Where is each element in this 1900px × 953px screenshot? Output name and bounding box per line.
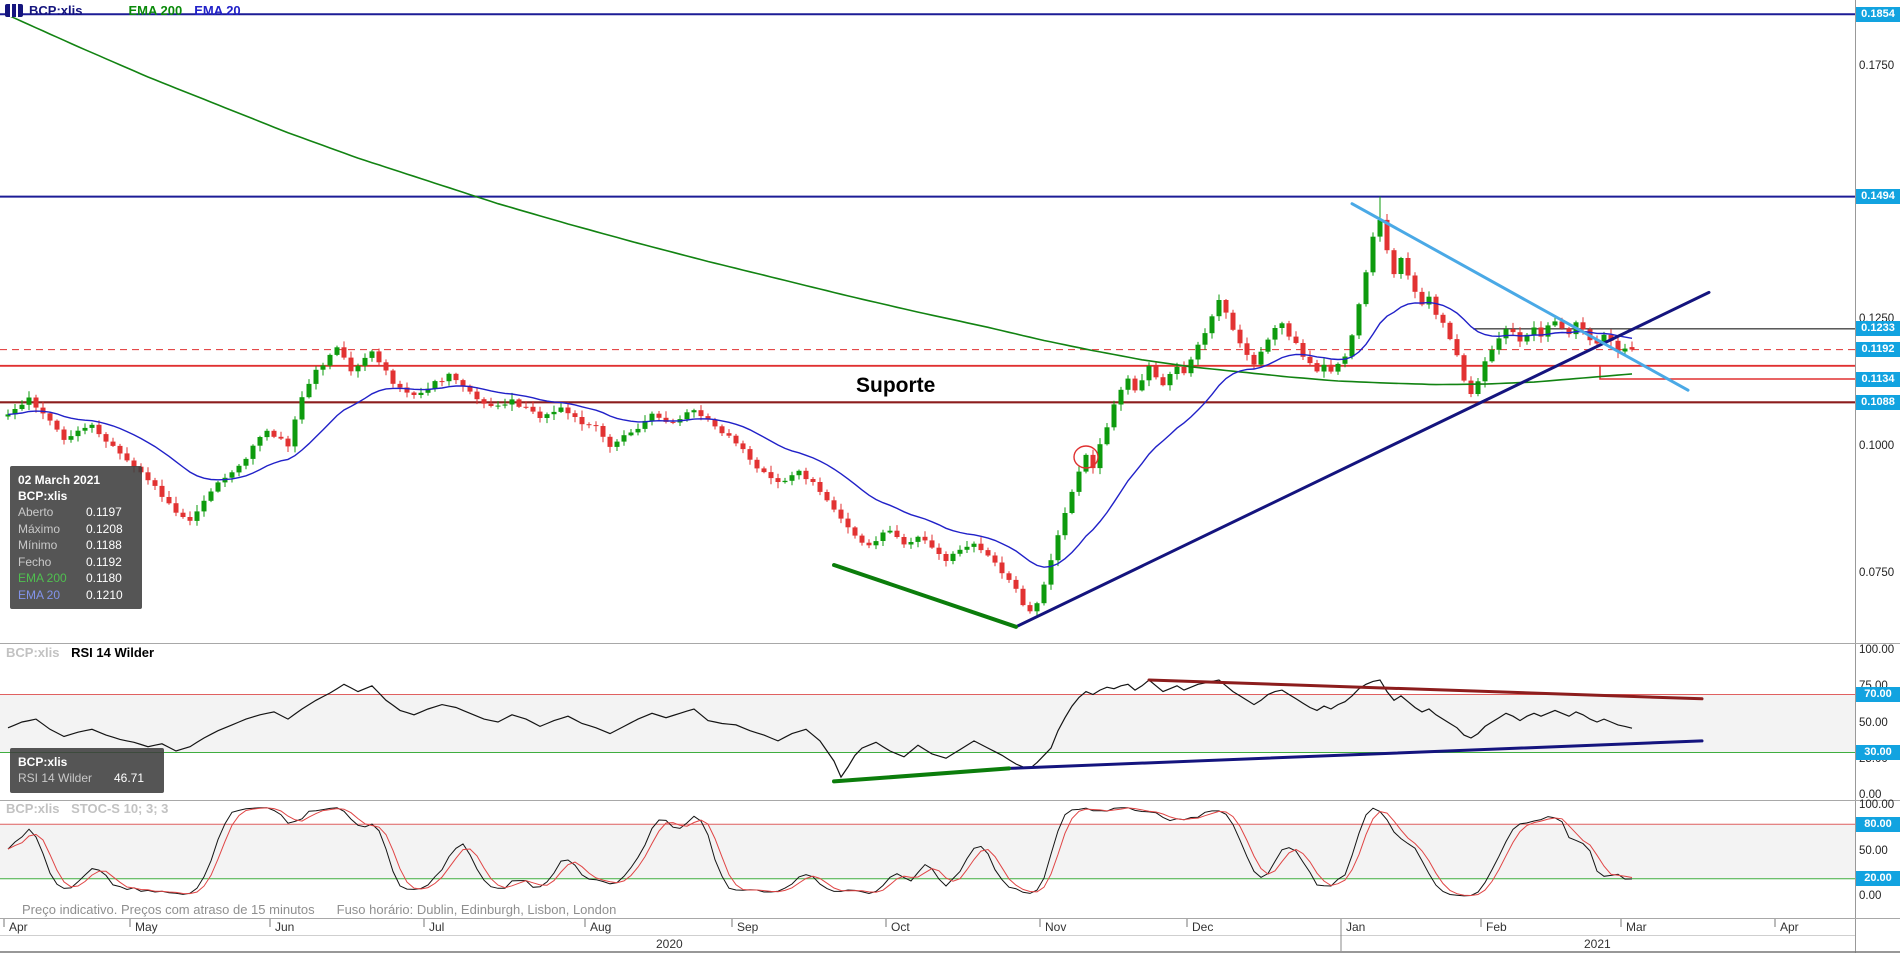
stoch-axis-label: 50.00 bbox=[1859, 844, 1888, 857]
tooltip-row-low: Mínimo 0.1188 bbox=[18, 537, 134, 554]
rsi-tooltip-row: RSI 14 Wilder 46.71 bbox=[18, 770, 156, 787]
rsi-tooltip-label: RSI 14 Wilder bbox=[18, 771, 93, 785]
price-axis-label: 0.1750 bbox=[1859, 59, 1895, 72]
rsi-axis-label: 100.00 bbox=[1859, 644, 1895, 656]
rsi-level-badge: 70.00 bbox=[1856, 687, 1900, 702]
stoch-axis-label: 100.00 bbox=[1859, 799, 1895, 811]
legend-ema20[interactable]: EMA 20 bbox=[194, 3, 241, 18]
stoch-indicator-title[interactable]: STOC-S 10; 3; 3 bbox=[71, 801, 169, 816]
tooltip-high-value: 0.1208 bbox=[86, 521, 123, 536]
descending-trendline[interactable] bbox=[1350, 202, 1690, 392]
month-label: Apr bbox=[1780, 920, 1799, 934]
ascending-trendline[interactable] bbox=[1014, 290, 1711, 629]
month-label: Dec bbox=[1192, 920, 1214, 934]
month-label: Aug bbox=[590, 920, 612, 934]
chart-footer: Preço indicativo. Preços com atraso de 1… bbox=[22, 902, 616, 917]
stoch-neutral-band bbox=[0, 824, 1855, 879]
year-label: 2020 bbox=[656, 937, 683, 951]
stoch-level-badge: 80.00 bbox=[1856, 816, 1900, 832]
instrument-icon bbox=[5, 4, 23, 17]
price-level-badge: 0.1088 bbox=[1856, 394, 1900, 410]
tooltip-ema200-label: EMA 200 bbox=[18, 571, 67, 585]
rsi-axis-label: 50.00 bbox=[1859, 716, 1888, 729]
price-notice: Preço indicativo. Preços com atraso de 1… bbox=[22, 902, 315, 917]
price-level-badge: 0.1134 bbox=[1856, 371, 1900, 387]
rsi-divergence-trendline[interactable] bbox=[832, 766, 1011, 784]
tooltip-low-value: 0.1188 bbox=[86, 538, 122, 552]
stoch-level-badge: 20.00 bbox=[1856, 871, 1900, 887]
month-label: Sep bbox=[737, 920, 759, 934]
rsi-axis-label: 0.00 bbox=[1859, 788, 1882, 801]
rsi-panel-header: BCP:xlis RSI 14 Wilder bbox=[6, 645, 154, 660]
tooltip-row-ema20: EMA 20 0.1210 bbox=[18, 587, 134, 604]
tooltip-row-close: Fecho 0.1192 bbox=[18, 554, 134, 571]
tooltip-row-high: Máximo 0.1208 bbox=[18, 521, 134, 538]
tooltip-row-ema200: EMA 200 0.1180 bbox=[18, 570, 134, 587]
tooltip-open-value: 0.1197 bbox=[86, 505, 122, 519]
month-label: Jul bbox=[429, 920, 445, 934]
chart-legend: BCP:xlis EMA 200 EMA 20 bbox=[5, 3, 241, 18]
month-label: Mar bbox=[1626, 920, 1647, 934]
price-level-badge: 0.1192 bbox=[1856, 342, 1900, 358]
rsi-ascending-trendline[interactable] bbox=[1007, 739, 1704, 770]
tooltip-open-label: Aberto bbox=[18, 505, 54, 519]
legend-symbol[interactable]: BCP:xlis bbox=[29, 3, 83, 18]
rsi-descending-trendline[interactable] bbox=[1147, 678, 1704, 701]
legend-ema200[interactable]: EMA 200 bbox=[128, 3, 183, 18]
month-label: Apr bbox=[9, 920, 28, 934]
rsi-tooltip-symbol: BCP:xlis bbox=[18, 755, 68, 769]
rsi-indicator-title[interactable]: RSI 14 Wilder bbox=[71, 645, 155, 660]
tooltip-close-label: Fecho bbox=[18, 554, 52, 569]
rsi-level-badge: 30.00 bbox=[1856, 745, 1900, 760]
price-axis-label: 0.1000 bbox=[1859, 439, 1895, 452]
tooltip-high-label: Máximo bbox=[18, 521, 61, 536]
tooltip-ema20-label: EMA 20 bbox=[18, 587, 61, 602]
rsi-neutral-band bbox=[0, 694, 1855, 753]
oct-support-trendline[interactable] bbox=[832, 563, 1018, 629]
stoch-d-line bbox=[7, 807, 1633, 897]
tooltip-ema20-value: 0.1210 bbox=[86, 587, 123, 602]
tooltip-symbol: BCP:xlis bbox=[18, 489, 68, 503]
price-level-badge: 0.1233 bbox=[1856, 321, 1900, 337]
price-level-badge: 0.1494 bbox=[1856, 189, 1900, 205]
month-label: Jun bbox=[275, 920, 295, 934]
rsi-watermark-symbol: BCP:xlis bbox=[6, 645, 60, 660]
tooltip-low-label: Mínimo bbox=[18, 538, 58, 552]
tooltip-ema200-value: 0.1180 bbox=[86, 571, 122, 585]
year-label: 2021 bbox=[1584, 937, 1611, 951]
candlestick-series bbox=[5, 196, 1635, 618]
tooltip-row-open: Aberto 0.1197 bbox=[18, 504, 134, 521]
price-axis-label: 0.0750 bbox=[1859, 566, 1895, 579]
stoch-axis-label: 0.00 bbox=[1859, 890, 1882, 902]
circle-annotation[interactable] bbox=[1073, 445, 1099, 469]
month-label: Oct bbox=[891, 920, 910, 934]
month-label: Jan bbox=[1346, 920, 1366, 934]
month-label: Feb bbox=[1486, 920, 1507, 934]
broken-support-step-line[interactable] bbox=[1599, 365, 1855, 380]
price-tooltip: 02 March 2021 BCP:xlis Aberto 0.1197 Máx… bbox=[10, 466, 142, 609]
ema200-line[interactable] bbox=[7, 14, 1633, 386]
price-level-badge: 0.1854 bbox=[1856, 6, 1900, 22]
stoch-panel-header: BCP:xlis STOC-S 10; 3; 3 bbox=[6, 801, 168, 816]
rsi-tooltip-value: 46.71 bbox=[114, 771, 145, 785]
support-annotation[interactable]: Suporte bbox=[856, 374, 936, 397]
stoch-k-line bbox=[7, 807, 1633, 897]
month-label: May bbox=[135, 920, 158, 934]
timezone-notice: Fuso horário: Dublin, Edinburgh, Lisbon,… bbox=[336, 902, 617, 917]
tooltip-date: 02 March 2021 bbox=[18, 473, 101, 487]
ema20-line[interactable] bbox=[7, 301, 1633, 568]
stoch-watermark-symbol: BCP:xlis bbox=[6, 801, 60, 816]
tooltip-close-value: 0.1192 bbox=[86, 554, 122, 569]
rsi-tooltip: BCP:xlis RSI 14 Wilder 46.71 bbox=[10, 748, 164, 793]
month-label: Nov bbox=[1045, 920, 1067, 934]
